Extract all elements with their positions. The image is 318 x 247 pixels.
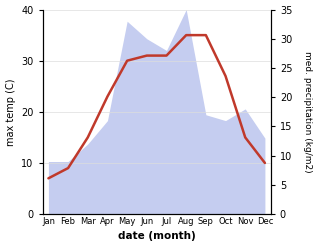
Y-axis label: med. precipitation (kg/m2): med. precipitation (kg/m2) — [303, 51, 313, 173]
X-axis label: date (month): date (month) — [118, 231, 196, 242]
Y-axis label: max temp (C): max temp (C) — [5, 78, 16, 145]
